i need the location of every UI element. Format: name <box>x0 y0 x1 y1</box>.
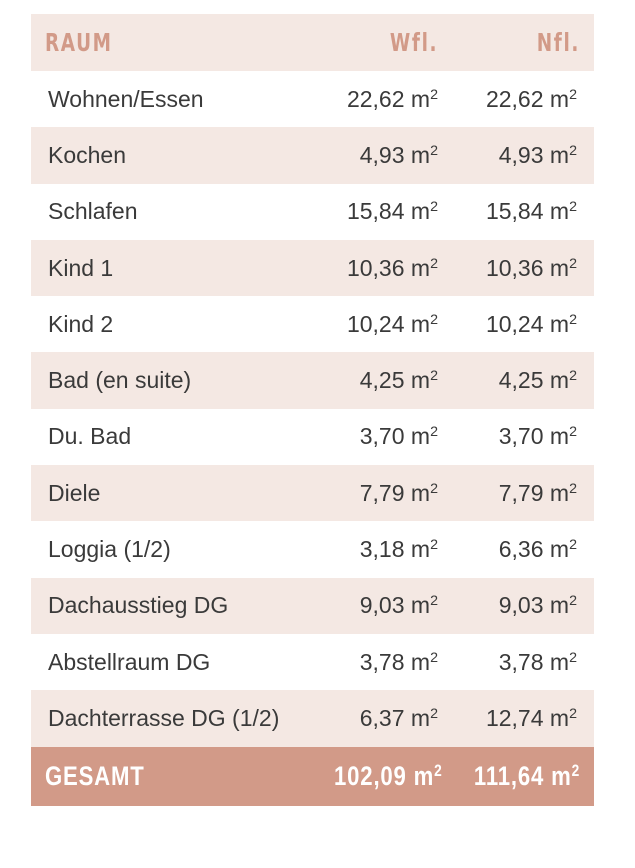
room-name: Diele <box>48 479 101 506</box>
room-name: Schlafen <box>48 198 138 225</box>
room-nfl: 10,36 m2 <box>485 254 577 281</box>
room-name: Bad (en suite) <box>48 367 192 394</box>
room-name: Dachausstieg DG <box>48 592 229 619</box>
table-row: Bad (en suite) 4,25 m2 4,25 m2 <box>31 352 594 409</box>
total-wfl: 102,09 m2 <box>334 760 443 791</box>
table-row: Dachausstieg DG 9,03 m2 9,03 m2 <box>31 577 594 634</box>
room-name: Kind 2 <box>48 310 114 337</box>
room-wfl: 3,18 m2 <box>359 536 438 563</box>
room-wfl: 10,24 m2 <box>346 310 438 337</box>
table-row: Schlafen 15,84 m2 15,84 m2 <box>31 183 594 240</box>
room-wfl: 10,36 m2 <box>346 254 438 281</box>
room-nfl: 4,93 m2 <box>498 141 577 168</box>
table-header: RAUM Wfl. Nfl. <box>31 14 594 71</box>
table-row: Du. Bad 3,70 m2 3,70 m2 <box>31 408 594 466</box>
room-wfl: 4,93 m2 <box>359 141 438 168</box>
room-nfl: 3,70 m2 <box>498 423 577 450</box>
room-name: Du. Bad <box>48 423 132 450</box>
table-total-row: GESAMT 102,09 m2 111,64 m2 <box>31 746 594 806</box>
room-nfl: 6,36 m2 <box>498 536 577 563</box>
header-room: RAUM <box>44 28 113 57</box>
table-body: Wohnen/Essen 22,62 m2 22,62 m2 Kochen 4,93 m… <box>31 71 594 747</box>
header-wfl: Wfl. <box>389 28 439 57</box>
total-nfl: 111,64 m2 <box>473 760 581 791</box>
room-name: Dachterrasse DG (1/2) <box>48 704 280 731</box>
header-nfl: Nfl. <box>536 28 581 57</box>
room-name: Kochen <box>48 141 127 168</box>
room-wfl: 22,62 m2 <box>346 85 438 112</box>
room-name: Abstellraum DG <box>48 648 211 675</box>
room-wfl: 15,84 m2 <box>346 198 438 225</box>
room-nfl: 9,03 m2 <box>498 592 577 619</box>
room-wfl: 3,78 m2 <box>359 648 438 675</box>
room-wfl: 7,79 m2 <box>359 479 438 506</box>
total-label: GESAMT <box>44 760 145 791</box>
table-row: Kind 1 10,36 m2 10,36 m2 <box>31 239 594 297</box>
room-nfl: 7,79 m2 <box>498 479 577 506</box>
room-wfl: 4,25 m2 <box>359 367 438 394</box>
room-name: Wohnen/Essen <box>48 85 204 112</box>
table-row: Abstellraum DG 3,78 m2 3,78 m2 <box>31 633 594 691</box>
room-wfl: 3,70 m2 <box>359 423 438 450</box>
room-nfl: 3,78 m2 <box>498 648 577 675</box>
room-name: Kind 1 <box>48 254 114 281</box>
room-nfl: 10,24 m2 <box>485 310 577 337</box>
table-row: Dachterrasse DG (1/2) 6,37 m2 12,74 m2 <box>31 690 594 747</box>
room-nfl: 4,25 m2 <box>498 367 577 394</box>
room-name: Loggia (1/2) <box>48 536 171 563</box>
table-row: Kochen 4,93 m2 4,93 m2 <box>31 127 594 184</box>
room-nfl: 15,84 m2 <box>485 198 577 225</box>
room-area-table: RAUM Wfl. Nfl. Wohnen/Essen 22,62 m2 22,62… <box>31 14 594 806</box>
room-wfl: 6,37 m2 <box>359 704 438 731</box>
table-row: Diele 7,79 m2 7,79 m2 <box>31 465 594 522</box>
table-row: Wohnen/Essen 22,62 m2 22,62 m2 <box>31 71 594 128</box>
table-row: Loggia (1/2) 3,18 m2 6,36 m2 <box>31 521 594 578</box>
room-wfl: 9,03 m2 <box>359 592 438 619</box>
room-nfl: 12,74 m2 <box>485 704 577 731</box>
room-nfl: 22,62 m2 <box>485 85 577 112</box>
table-row: Kind 2 10,24 m2 10,24 m2 <box>31 296 594 353</box>
